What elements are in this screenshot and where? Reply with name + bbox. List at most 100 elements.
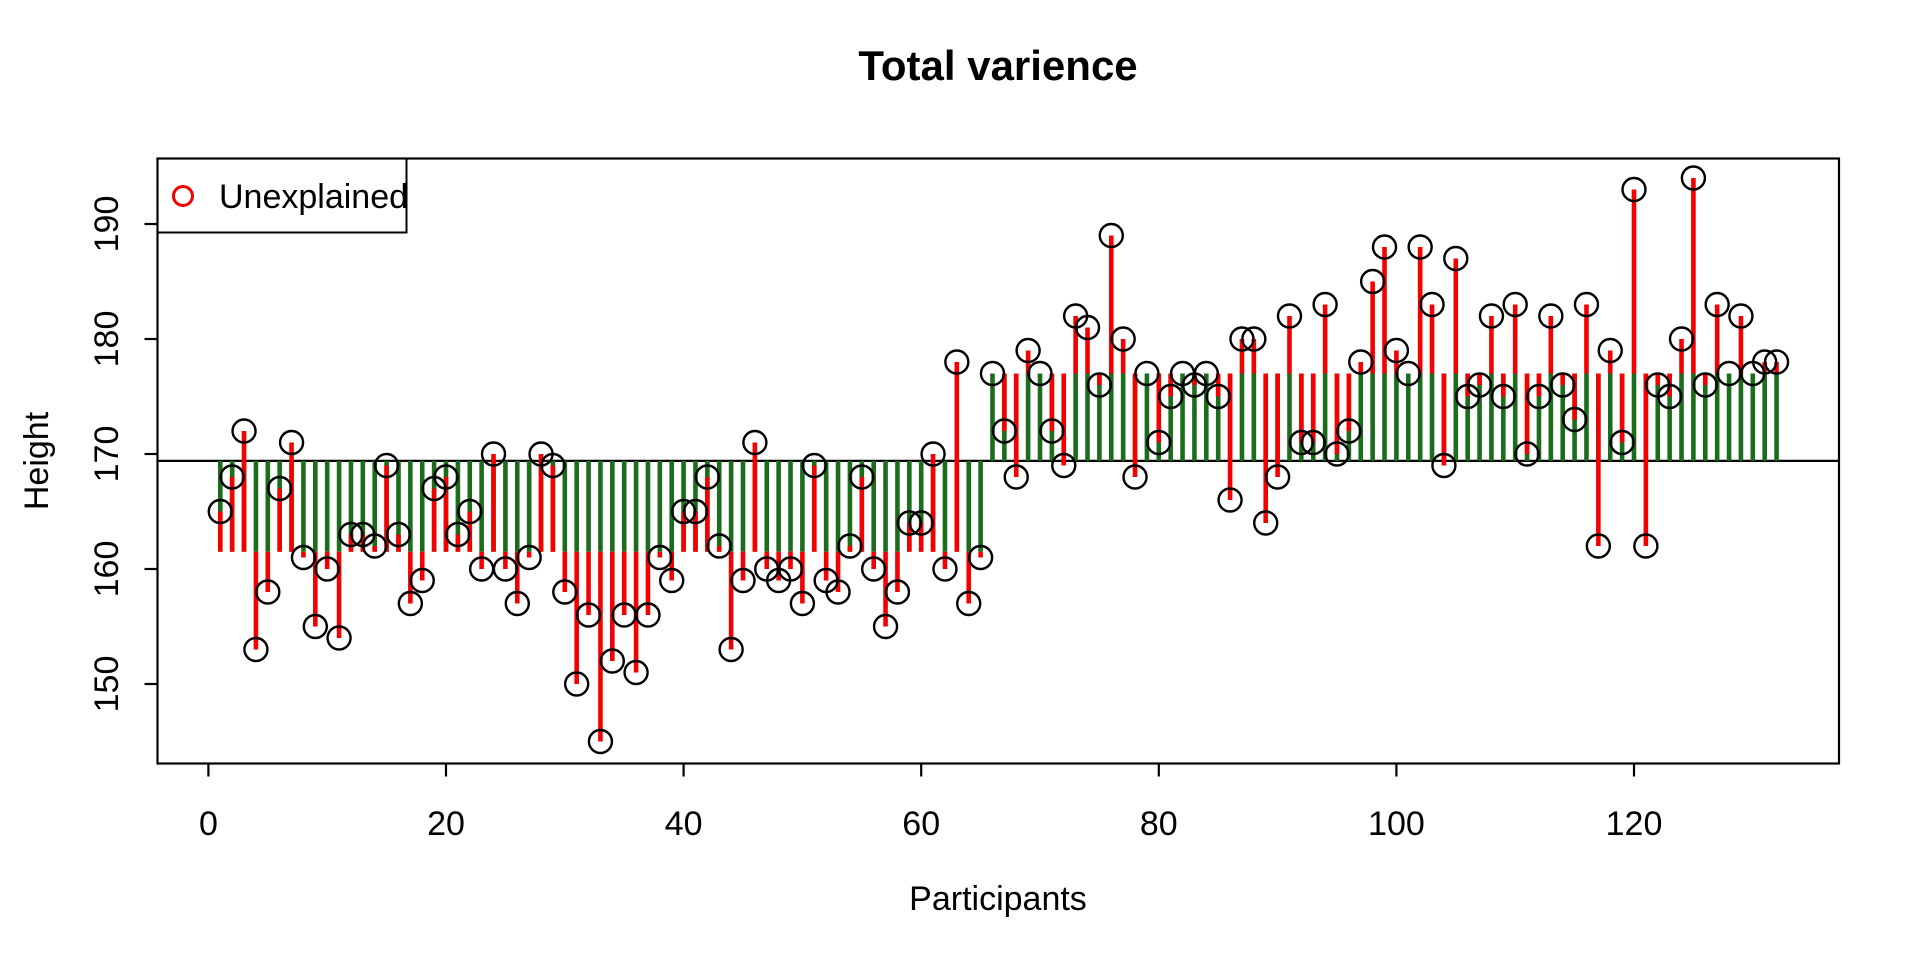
data-point-circle xyxy=(1466,372,1493,398)
data-point-circle xyxy=(1205,383,1231,410)
data-point-circle xyxy=(290,544,317,571)
data-point-circle xyxy=(1633,533,1659,559)
y-axis-tick-label: 180 xyxy=(88,311,126,368)
data-point-circle xyxy=(1359,268,1386,295)
data-point-circle xyxy=(872,613,899,640)
data-point-circle xyxy=(1526,383,1552,410)
data-point-circle xyxy=(1383,337,1410,364)
data-point-circle xyxy=(1656,383,1683,410)
x-axis-tick-label: 40 xyxy=(665,805,703,843)
data-point-circle xyxy=(599,648,626,674)
data-point-circle xyxy=(944,349,970,375)
data-point-circle xyxy=(1086,372,1113,398)
data-point-circle xyxy=(373,452,400,479)
y-axis-tick-label: 170 xyxy=(88,426,126,483)
data-point-circle xyxy=(1395,360,1421,387)
data-point-circle xyxy=(718,636,744,663)
legend-label: Unexplained xyxy=(219,178,408,216)
data-point-circle xyxy=(1704,291,1730,318)
data-point-circle xyxy=(1621,176,1647,203)
data-point-circle xyxy=(1371,234,1398,260)
data-point-circle xyxy=(338,521,364,548)
legend: Unexplained xyxy=(156,157,408,234)
data-point-circle xyxy=(516,544,542,571)
data-point-circle xyxy=(552,579,578,605)
data-point-circle xyxy=(1276,303,1303,329)
data-point-circle xyxy=(706,533,732,559)
data-point-circle xyxy=(1490,383,1517,410)
x-axis-tick-label: 20 xyxy=(427,805,465,843)
legend-box xyxy=(156,157,408,234)
data-point-circle xyxy=(694,464,721,490)
data-point-circle xyxy=(730,567,756,594)
data-point-circle xyxy=(397,590,424,617)
data-point-circle xyxy=(849,464,875,490)
x-axis-title: Participants xyxy=(909,880,1087,918)
data-point-circle xyxy=(255,579,281,605)
x-axis-tick-label: 120 xyxy=(1606,805,1663,843)
data-point-circle xyxy=(587,728,614,755)
data-point-circle xyxy=(457,498,483,525)
data-point-circle xyxy=(504,590,530,617)
data-point-circle xyxy=(480,441,507,467)
data-point-circle xyxy=(314,556,340,582)
data-point-circle xyxy=(1229,326,1255,352)
data-point-circle xyxy=(1538,303,1564,329)
data-point-circle xyxy=(1241,326,1267,352)
data-point-circle xyxy=(409,567,435,594)
y-axis-tick-label: 150 xyxy=(88,656,126,713)
data-point-circle xyxy=(1443,245,1469,272)
data-point-circle xyxy=(956,590,982,617)
data-point-circle xyxy=(1193,360,1220,387)
data-point-circle xyxy=(1431,452,1457,479)
data-point-circle xyxy=(1609,429,1635,456)
data-point-circle xyxy=(278,429,305,456)
data-point-circle xyxy=(1027,360,1053,387)
data-point-circle xyxy=(1264,464,1291,490)
data-point-circle xyxy=(896,510,923,536)
data-point-circle xyxy=(1134,360,1160,387)
data-point-circle xyxy=(1502,291,1528,318)
data-point-circle xyxy=(932,556,958,582)
data-point-circle xyxy=(1288,429,1315,456)
data-point-circle xyxy=(908,510,934,536)
data-point-circle xyxy=(1728,303,1754,329)
data-point-circle xyxy=(563,671,590,697)
data-point-circle xyxy=(1003,464,1029,490)
open-circle-icon xyxy=(172,185,194,207)
data-point-circle xyxy=(1573,291,1600,318)
y-axis-tick-label: 190 xyxy=(88,196,126,253)
data-point-circle xyxy=(433,464,459,490)
data-point-circle xyxy=(884,579,911,605)
data-point-circle xyxy=(860,556,887,582)
data-point-circle xyxy=(670,498,697,525)
data-point-circle xyxy=(1763,349,1790,375)
data-point-circle xyxy=(1110,326,1136,352)
data-point-circle xyxy=(1039,418,1065,444)
data-point-circle xyxy=(266,475,293,502)
data-point-circle xyxy=(682,498,709,525)
data-point-circle xyxy=(825,579,851,605)
data-point-circle xyxy=(659,567,685,594)
data-point-circle xyxy=(837,533,863,559)
data-point-circle xyxy=(1597,337,1623,364)
x-axis-tick-label: 60 xyxy=(902,805,940,843)
data-point-circle xyxy=(1074,314,1101,341)
data-point-circle xyxy=(1668,326,1695,352)
data-point-circle xyxy=(1217,487,1243,513)
data-point-circle xyxy=(1550,372,1576,398)
data-point-circle xyxy=(1098,222,1124,249)
data-point-circle xyxy=(1157,383,1184,410)
data-point-circle xyxy=(362,533,388,559)
data-point-circle xyxy=(1348,349,1374,375)
data-point-circle xyxy=(1419,291,1445,318)
data-point-circle xyxy=(302,613,329,640)
data-point-circle xyxy=(243,636,269,663)
data-point-circle xyxy=(1146,429,1172,456)
y-axis-title: Height xyxy=(18,411,56,510)
data-point-circle xyxy=(1514,441,1540,467)
data-point-circle xyxy=(1478,303,1505,329)
data-point-circle xyxy=(777,556,804,582)
